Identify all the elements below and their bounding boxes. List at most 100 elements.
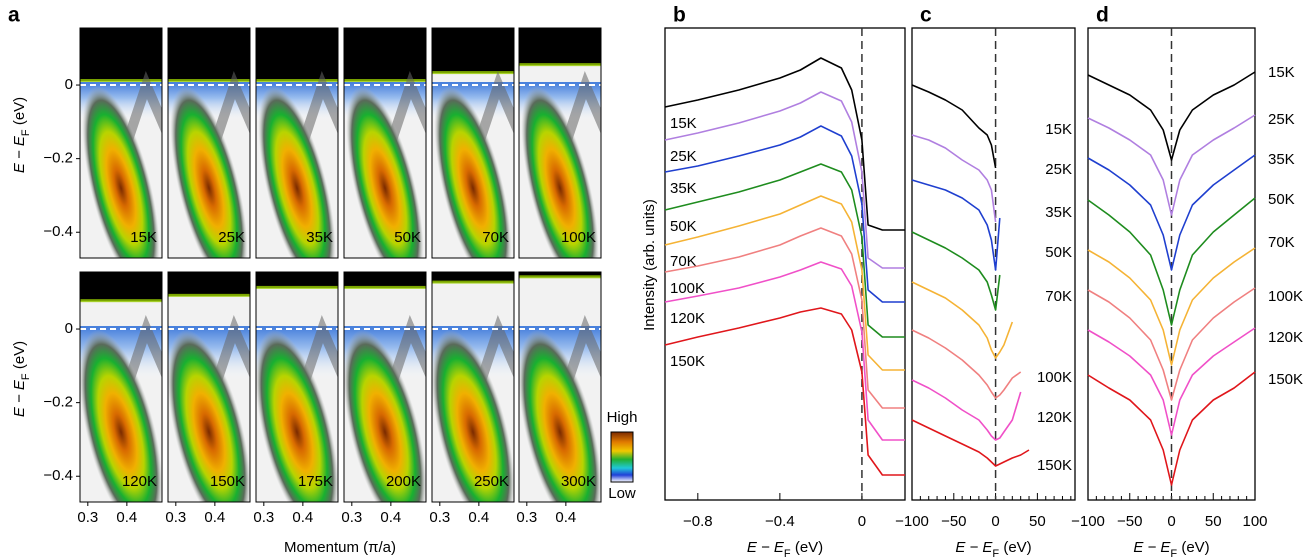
x-tick-label: −100 [895, 513, 929, 530]
band [80, 329, 162, 502]
panel-frame [167, 27, 251, 259]
x-tick-label: 0.4 [204, 509, 225, 526]
spectrum [1087, 327, 1256, 436]
above-fermi [519, 272, 601, 278]
y-tick-label: −0.4 [43, 223, 73, 240]
x-tick-label: 0 [858, 513, 866, 530]
series-label: 150K [1037, 457, 1072, 474]
spectrum [664, 163, 905, 338]
axis-label-part: F [784, 548, 791, 560]
x-tick-label: 0.3 [165, 509, 186, 526]
axis-label-part: E − E [11, 135, 28, 173]
y-tick-label: −0.4 [43, 467, 73, 484]
panel-frame [518, 27, 602, 259]
band [258, 85, 336, 258]
axis-label: E − EF (eV) [11, 97, 32, 173]
series-label: 15K [1045, 121, 1072, 138]
spectrum [1087, 247, 1256, 366]
axis-label-part: E − E [1133, 539, 1171, 556]
axis-label-part: E − E [747, 539, 785, 556]
axis-label: Momentum (π/a) [284, 539, 396, 556]
x-tick-label: 0.3 [77, 509, 98, 526]
series-label: 120K [1268, 329, 1303, 346]
arpes-image [344, 28, 426, 258]
colorbar-high: High [607, 409, 638, 426]
axis-label: E − EF (eV) [955, 539, 1031, 560]
above-fermi [256, 272, 338, 288]
y-tick-label: −0.2 [43, 394, 73, 411]
arpes-image [519, 272, 601, 502]
axis-label: Intensity (arb. units) [641, 199, 658, 331]
temperature-label: 35K [306, 229, 333, 246]
y-tick-label: −0.2 [43, 150, 73, 167]
above-fermi [168, 272, 250, 296]
temperature-label: 120K [122, 473, 157, 490]
arpes-panel: 50K [343, 27, 427, 259]
spectrum [911, 84, 997, 169]
spectrum [1087, 71, 1256, 161]
axis-label-part: F [20, 373, 32, 380]
series-label: 120K [1037, 409, 1072, 426]
above-fermi [256, 28, 338, 82]
series-label: 70K [1268, 234, 1295, 251]
x-tick-label: 0.4 [468, 509, 489, 526]
series-label: 15K [670, 115, 697, 132]
series-label: 120K [670, 310, 705, 327]
fermi-edge [80, 79, 162, 83]
x-tick-label: 0.3 [253, 509, 274, 526]
band [170, 85, 248, 258]
band [82, 85, 160, 258]
temperature-label: 200K [386, 473, 421, 490]
series-label: 35K [670, 180, 697, 197]
panel-frame [255, 271, 339, 503]
y-tick-label: 0 [65, 76, 73, 93]
x-tick-label: 0.4 [292, 509, 313, 526]
series-label: 70K [1045, 288, 1072, 305]
series-label: 100K [1037, 369, 1072, 386]
arpes-panel: 35K [255, 27, 339, 259]
spectrum [911, 179, 1001, 271]
x-tick-label: −50 [1117, 513, 1142, 530]
axis-label-part: (eV) [11, 97, 28, 130]
plot-frame [664, 27, 906, 501]
temperature-label: 100K [561, 229, 596, 246]
spectrum [664, 91, 905, 269]
above-fermi [80, 272, 162, 302]
arpes-panel: 70K [431, 27, 515, 259]
x-tick-label: 0.4 [555, 509, 576, 526]
colorbar-low: Low [608, 485, 636, 502]
panel-label: a [8, 4, 20, 27]
axis-label-part: (eV) [791, 539, 824, 556]
series-label: 100K [1268, 288, 1303, 305]
series-label: 25K [1268, 111, 1295, 128]
series-label: 35K [1268, 151, 1295, 168]
panel-frame [79, 271, 163, 503]
panel-frame [167, 271, 251, 503]
spectrum [911, 231, 1001, 311]
temperature-label: 250K [474, 473, 509, 490]
series-label: 50K [670, 218, 697, 235]
x-tick-label: 0.4 [116, 509, 137, 526]
panel-frame [343, 27, 427, 259]
axis-label: E − EF (eV) [11, 341, 32, 417]
spectrum [911, 281, 1014, 359]
x-tick-label: 0 [1167, 513, 1175, 530]
arpes-image [168, 272, 250, 502]
spectrum [664, 57, 905, 231]
arpes-panel: 15K [79, 27, 163, 259]
temperature-label: 300K [561, 473, 596, 490]
spectrum [911, 134, 997, 223]
temperature-label: 25K [218, 229, 245, 246]
spectrum [911, 329, 1022, 399]
x-tick-label: 0.3 [429, 509, 450, 526]
arpes-image [519, 28, 601, 258]
spectrum [1087, 287, 1256, 401]
series-label: 25K [1045, 161, 1072, 178]
above-fermi [519, 28, 601, 66]
arpes-image [256, 272, 338, 502]
fermi-edge [168, 293, 250, 297]
axis-label-part: F [1170, 548, 1177, 560]
fermi-edge [519, 63, 601, 67]
series-label: 150K [1268, 371, 1303, 388]
spectrum [911, 379, 1022, 441]
